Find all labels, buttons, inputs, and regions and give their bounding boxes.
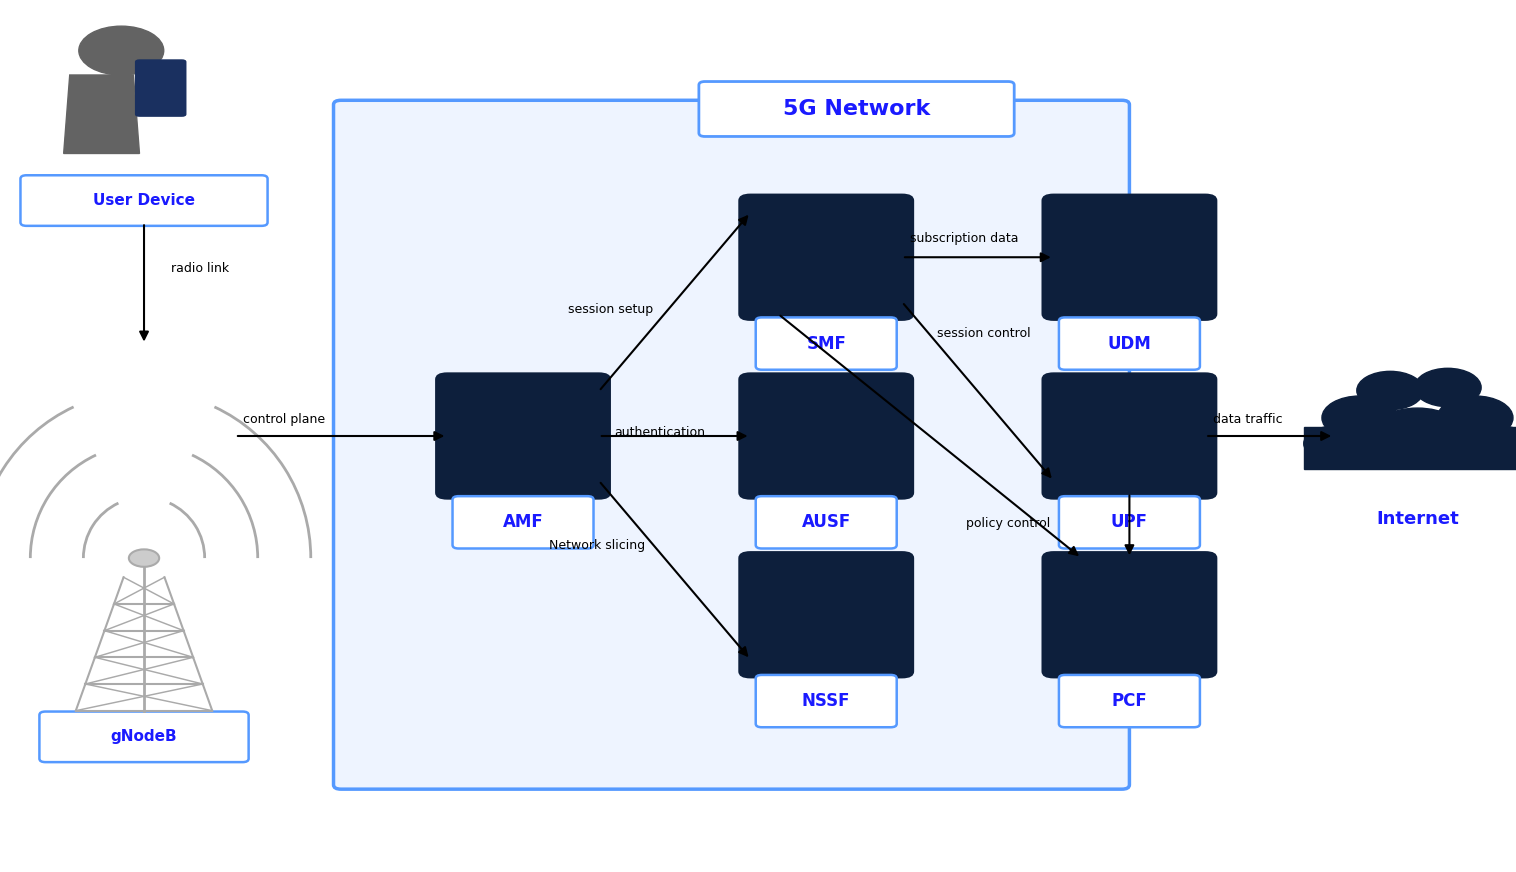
Text: AUSF: AUSF <box>802 514 850 531</box>
FancyBboxPatch shape <box>334 100 1129 789</box>
FancyBboxPatch shape <box>452 496 593 548</box>
FancyBboxPatch shape <box>738 372 914 500</box>
Text: AMF: AMF <box>503 514 543 531</box>
FancyBboxPatch shape <box>1058 496 1201 548</box>
FancyBboxPatch shape <box>738 194 914 321</box>
Circle shape <box>1369 408 1466 464</box>
FancyBboxPatch shape <box>756 675 897 727</box>
Text: UDM: UDM <box>1108 335 1151 352</box>
Text: session control: session control <box>937 327 1031 339</box>
Text: subscription data: subscription data <box>910 232 1019 244</box>
Text: gNodeB: gNodeB <box>111 729 177 745</box>
Circle shape <box>1304 426 1364 461</box>
Circle shape <box>1471 426 1516 461</box>
Circle shape <box>1414 368 1481 406</box>
FancyBboxPatch shape <box>1058 317 1201 370</box>
FancyBboxPatch shape <box>738 551 914 678</box>
Text: Network slicing: Network slicing <box>549 539 644 551</box>
Text: User Device: User Device <box>92 193 196 208</box>
FancyBboxPatch shape <box>21 175 267 226</box>
Text: SMF: SMF <box>807 335 846 352</box>
FancyBboxPatch shape <box>1304 427 1516 469</box>
Text: NSSF: NSSF <box>802 692 850 710</box>
Text: authentication: authentication <box>614 426 705 439</box>
Text: 5G Network: 5G Network <box>782 99 931 119</box>
Text: policy control: policy control <box>966 517 1051 529</box>
FancyBboxPatch shape <box>435 372 611 500</box>
FancyBboxPatch shape <box>1058 675 1201 727</box>
Circle shape <box>129 549 159 567</box>
Circle shape <box>1322 396 1398 439</box>
FancyBboxPatch shape <box>1041 372 1217 500</box>
Text: control plane: control plane <box>243 412 324 426</box>
FancyBboxPatch shape <box>39 712 249 762</box>
Text: session setup: session setup <box>568 303 653 316</box>
Text: Internet: Internet <box>1377 510 1458 528</box>
Circle shape <box>1357 371 1424 410</box>
FancyBboxPatch shape <box>756 317 897 370</box>
FancyBboxPatch shape <box>1041 551 1217 678</box>
FancyBboxPatch shape <box>1041 194 1217 321</box>
Text: PCF: PCF <box>1111 692 1148 710</box>
Text: radio link: radio link <box>171 262 229 275</box>
Circle shape <box>79 26 164 75</box>
FancyBboxPatch shape <box>135 59 186 117</box>
Text: UPF: UPF <box>1111 514 1148 531</box>
Circle shape <box>1437 396 1513 439</box>
Polygon shape <box>64 75 139 153</box>
Text: data traffic: data traffic <box>1213 412 1283 426</box>
FancyBboxPatch shape <box>699 81 1014 136</box>
FancyBboxPatch shape <box>756 496 897 548</box>
